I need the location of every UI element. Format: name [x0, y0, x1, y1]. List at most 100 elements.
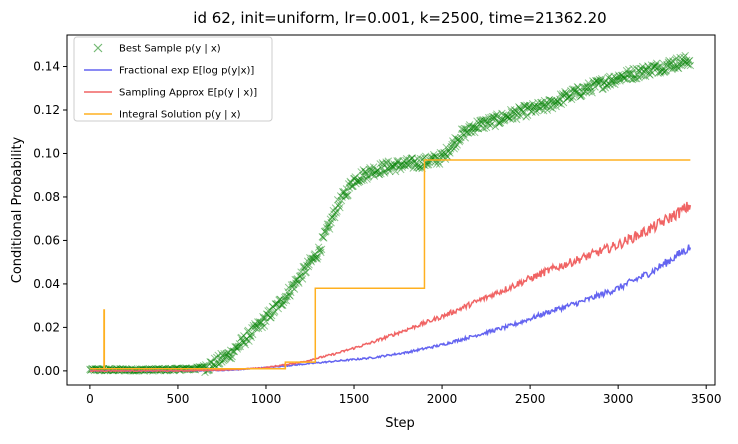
legend-swatch [93, 43, 103, 53]
scatter-marker [336, 192, 345, 200]
scatter-marker [259, 312, 267, 321]
scatter-marker [375, 170, 384, 179]
scatter-marker [413, 163, 421, 172]
scatter-marker [274, 304, 283, 313]
scatter-marker [636, 64, 645, 73]
scatter-marker [358, 171, 367, 180]
scatter-marker [612, 74, 621, 83]
scatter-marker [459, 125, 467, 134]
scatter-marker [545, 96, 553, 104]
scatter-marker [367, 170, 376, 179]
scatter-marker [329, 206, 338, 215]
scatter-marker [449, 139, 458, 148]
scatter-marker [372, 167, 381, 175]
scatter-marker [253, 321, 261, 330]
legend-label: Best Sample p(y | x) [119, 44, 221, 55]
scatter-marker [316, 246, 324, 254]
scatter-marker [592, 77, 601, 86]
scatter-marker [339, 187, 347, 196]
scatter-marker [666, 58, 675, 67]
scatter-marker [541, 100, 549, 109]
scatter-marker [684, 61, 692, 69]
scatter-marker [404, 161, 412, 170]
scatter-marker [395, 163, 404, 171]
scatter-marker [399, 161, 407, 169]
scatter-marker [539, 106, 548, 115]
scatter-marker [467, 124, 475, 132]
scatter-marker [594, 78, 602, 86]
scatter-marker [365, 165, 373, 174]
scatter-marker [561, 88, 569, 96]
series-integral-solution [89, 159, 691, 370]
scatter-marker [473, 117, 481, 125]
scatter-marker [201, 361, 210, 369]
scatter-marker [583, 82, 591, 90]
scatter-marker [616, 76, 625, 84]
scatter-marker [263, 310, 272, 319]
scatter-marker [218, 358, 226, 366]
legend-label: Sampling Approx E[p(y | x)] [119, 88, 257, 99]
y-tick-label: 0.06 [33, 233, 60, 247]
scatter-marker [668, 57, 677, 65]
scatter-marker [394, 157, 403, 165]
scatter-marker [401, 161, 409, 170]
scatter-marker [446, 149, 454, 157]
scatter-marker [342, 192, 350, 200]
scatter-marker [605, 79, 613, 88]
scatter-marker [519, 108, 527, 116]
scatter-marker [491, 122, 500, 131]
scatter-marker [341, 191, 349, 200]
scatter-marker [214, 351, 222, 360]
scatter-marker [282, 296, 291, 305]
scatter-marker [679, 53, 688, 62]
scatter-marker [471, 124, 480, 133]
scatter-marker [440, 148, 448, 157]
scatter-marker [685, 56, 694, 65]
scatter-marker [556, 95, 564, 104]
scatter-marker [520, 101, 529, 110]
scatter-marker [306, 256, 315, 265]
scatter-marker [250, 324, 258, 332]
scatter-marker [225, 353, 233, 361]
scatter-marker [302, 268, 310, 276]
scatter-marker [399, 157, 408, 165]
scatter-marker [520, 101, 528, 110]
scatter-marker [256, 319, 264, 328]
scatter-marker [385, 165, 393, 173]
scatter-marker [550, 97, 559, 105]
scatter-marker [308, 254, 316, 262]
scatter-marker [548, 104, 557, 113]
scatter-marker [527, 107, 536, 116]
scatter-marker [343, 192, 351, 200]
scatter-marker [544, 99, 552, 108]
scatter-marker [242, 335, 250, 344]
scatter-marker [535, 105, 544, 113]
scatter-marker [285, 291, 294, 299]
scatter-marker [608, 79, 617, 88]
scatter-marker [672, 54, 681, 62]
scatter-marker [141, 366, 150, 374]
scatter-marker [206, 358, 214, 366]
scatter-marker [661, 67, 670, 75]
scatter-marker [556, 90, 565, 98]
scatter-marker [222, 349, 231, 358]
scatter-marker [289, 280, 298, 289]
scatter-marker [267, 313, 275, 322]
scatter-marker [259, 314, 268, 322]
scatter-marker [386, 164, 395, 172]
scatter-marker [111, 366, 120, 374]
scatter-marker [457, 125, 466, 133]
scatter-marker [589, 77, 597, 85]
scatter-marker [525, 103, 533, 111]
scatter-marker [558, 92, 566, 100]
scatter-marker [630, 72, 639, 80]
scatter-marker [497, 116, 505, 125]
scatter-marker [622, 70, 630, 79]
scatter-marker [505, 114, 514, 123]
scatter-marker [402, 154, 411, 163]
scatter-marker [503, 113, 511, 122]
scatter-marker [232, 343, 241, 351]
scatter-marker [502, 111, 511, 120]
scatter-marker [280, 296, 288, 304]
scatter-marker [448, 140, 456, 149]
